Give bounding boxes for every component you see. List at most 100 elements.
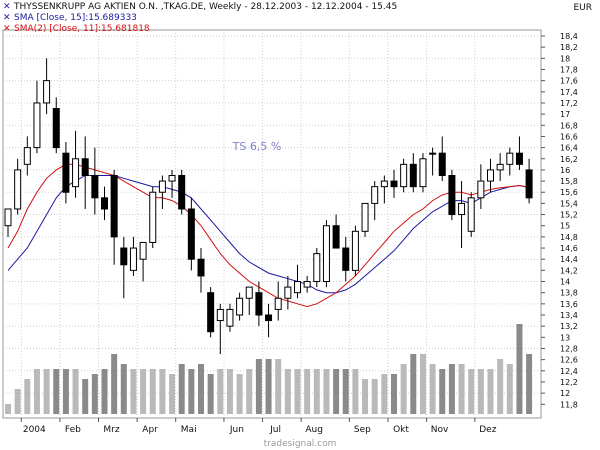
candle-up bbox=[284, 286, 292, 299]
candle-up bbox=[313, 253, 321, 283]
volume-bar bbox=[62, 369, 69, 414]
indicator-icon: ✕ bbox=[3, 24, 11, 34]
candle-down bbox=[390, 180, 398, 188]
candle-up bbox=[467, 197, 475, 232]
candle-up bbox=[43, 80, 51, 104]
volume-bar bbox=[72, 369, 79, 414]
candle-up bbox=[274, 297, 282, 310]
y-tick-label: 15 bbox=[560, 222, 570, 231]
candle-down bbox=[52, 108, 60, 149]
currency-label: EUR bbox=[573, 3, 592, 13]
volume-bar bbox=[391, 374, 397, 414]
y-tick-label: 13,4 bbox=[560, 311, 578, 320]
y-tick-label: 16,8 bbox=[560, 121, 578, 130]
y-axis: 18,4 18,2 18 17,8 17,6 17,4 17,2 17 16,8 16,6 16,4… bbox=[541, 32, 578, 409]
sma-15-label: SMA [Close, 15]:15.689333 bbox=[14, 13, 137, 23]
volume-bar bbox=[400, 364, 407, 414]
x-tick-label: Mai bbox=[181, 425, 197, 435]
volume-bar bbox=[371, 379, 378, 414]
candle-up bbox=[506, 152, 514, 165]
volume-bar bbox=[188, 369, 195, 414]
volume-bar bbox=[111, 354, 118, 414]
candle-up bbox=[351, 230, 359, 271]
volume-bar bbox=[526, 354, 533, 414]
candle-up bbox=[158, 180, 166, 193]
candle-up bbox=[496, 163, 504, 171]
candle-down bbox=[91, 175, 99, 199]
volume-bar bbox=[246, 369, 253, 414]
candle-up bbox=[371, 186, 379, 204]
candle-up bbox=[458, 202, 466, 216]
volume-bar bbox=[255, 359, 262, 414]
candle-up bbox=[72, 158, 80, 188]
candle-up bbox=[429, 152, 437, 155]
plot-frame bbox=[2, 29, 542, 419]
candle-up bbox=[149, 191, 157, 243]
candle-down bbox=[110, 175, 118, 238]
y-tick-label: 12 bbox=[560, 389, 570, 398]
volume-bar bbox=[5, 404, 11, 414]
x-tick-label: Jun bbox=[229, 425, 244, 435]
y-tick-label: 16 bbox=[560, 166, 570, 175]
candle-up bbox=[322, 225, 330, 283]
y-tick-label: 15,4 bbox=[560, 199, 578, 208]
candle-up bbox=[33, 102, 41, 149]
volume-bar bbox=[91, 374, 98, 414]
candle-up bbox=[419, 158, 427, 188]
volume-bar bbox=[323, 369, 330, 414]
grid bbox=[2, 29, 542, 419]
candle-up bbox=[14, 169, 22, 210]
volume-bar bbox=[226, 369, 233, 414]
volume-bar bbox=[53, 369, 60, 414]
volume-bar bbox=[178, 364, 185, 414]
volume-bar bbox=[304, 369, 311, 414]
candle-down bbox=[187, 208, 195, 260]
candle-down bbox=[207, 292, 215, 333]
x-tick-label: Nov bbox=[431, 425, 449, 435]
y-tick-label: 13,6 bbox=[560, 300, 578, 309]
candle-up bbox=[4, 208, 12, 227]
candle-up bbox=[23, 147, 31, 165]
sma-11-label: SMA(2) [Close, 11]:15.681818 bbox=[14, 24, 150, 34]
x-tick-label: Sep bbox=[354, 425, 371, 435]
candle-up bbox=[226, 308, 234, 327]
y-tick-label: 17 bbox=[560, 110, 570, 119]
sma-11-legend: ✕ SMA(2) [Close, 11]:15.681818 bbox=[3, 24, 150, 35]
y-tick-label: 12,4 bbox=[560, 367, 578, 376]
volume-bar bbox=[198, 364, 204, 414]
candle-up bbox=[380, 180, 388, 188]
volume-bar bbox=[294, 369, 301, 414]
x-tick-label: Apr bbox=[142, 425, 158, 435]
x-tick-label: Mrz bbox=[103, 425, 119, 435]
chart-title: ✕ THYSSENKRUPP AG AKTIEN O.N. ,TKAG.DE, W… bbox=[3, 2, 397, 13]
volume-bar bbox=[468, 369, 475, 414]
candle-down bbox=[438, 152, 446, 176]
y-tick-label: 13 bbox=[560, 333, 570, 342]
candle-up bbox=[303, 281, 311, 288]
volume-bar bbox=[130, 369, 137, 414]
volume-bar bbox=[497, 359, 504, 414]
volume-bar bbox=[82, 379, 89, 414]
volume-bar bbox=[207, 374, 214, 414]
x-tick-label: Feb bbox=[65, 425, 81, 435]
chart-title-text: THYSSENKRUPP AG AKTIEN O.N. ,TKAG.DE, We… bbox=[14, 2, 398, 12]
y-tick-label: 13,8 bbox=[560, 289, 578, 298]
volume-bar bbox=[284, 369, 291, 414]
volume-bar bbox=[419, 354, 426, 414]
volume-bar bbox=[487, 369, 494, 414]
volume-bar bbox=[506, 364, 513, 414]
candle-down bbox=[178, 175, 186, 210]
candle-down bbox=[101, 197, 108, 210]
watermark: tradesignal.com bbox=[264, 439, 337, 449]
volume-bar bbox=[14, 389, 21, 414]
x-tick-label: Aug bbox=[305, 425, 323, 435]
volume-bar bbox=[149, 369, 156, 414]
volume-bar bbox=[43, 369, 50, 414]
candle-up bbox=[487, 169, 494, 182]
volume-bar bbox=[33, 369, 40, 414]
candle-down bbox=[255, 292, 263, 316]
y-tick-label: 15,6 bbox=[560, 188, 578, 197]
candle-up bbox=[216, 308, 224, 322]
y-tick-label: 17,6 bbox=[560, 77, 578, 86]
